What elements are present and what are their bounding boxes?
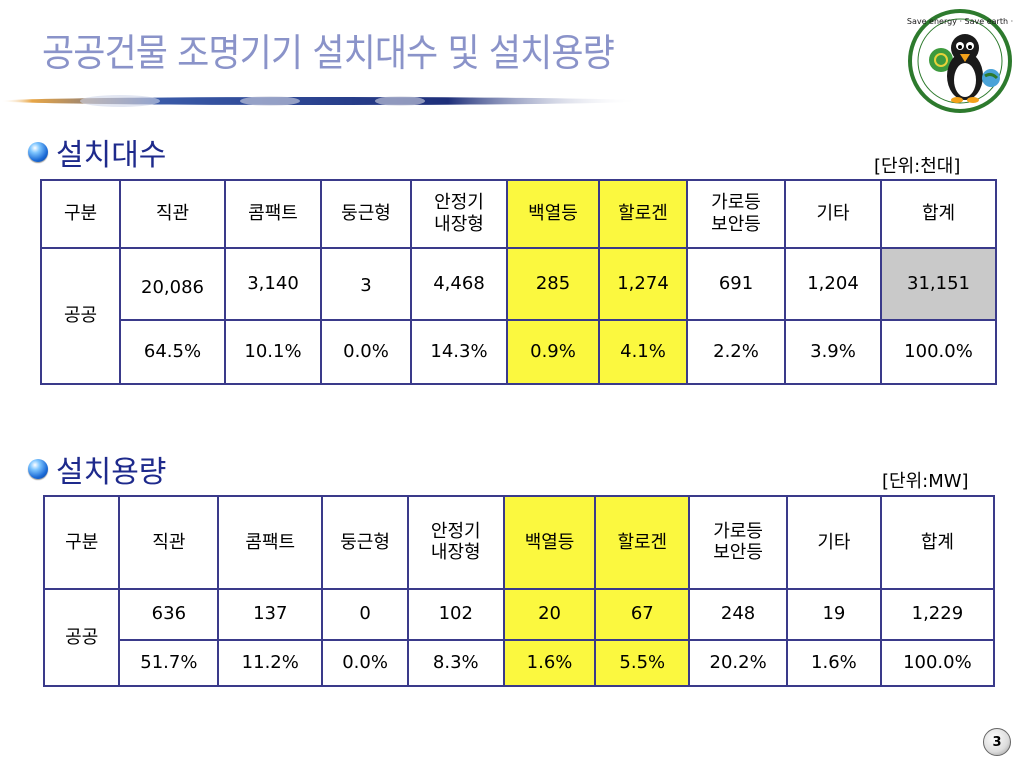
section-title: 설치대수 — [56, 138, 167, 173]
table-row-percents: 64.5% 10.1% 0.0% 14.3% 0.9% 4.1% 2.2% 3.… — [41, 319, 997, 385]
percent-cell: 3.9% — [784, 319, 882, 385]
table-row-counts: 공공 20,086 3,140 3 4,468 285 1,274 691 1,… — [40, 247, 997, 385]
value-cell: 1,204 — [784, 247, 882, 321]
installed-capacity-table: 구분 직관 콤팩트 둥근형 안정기 내장형 백열등 할로겐 가로등 보안등 기타… — [42, 495, 996, 688]
header-cell: 안정기 내장형 — [410, 179, 508, 249]
header-cell: 콤팩트 — [217, 495, 324, 590]
percent-cell: 20.2% — [688, 638, 789, 687]
header-cell: 구분 — [42, 495, 121, 590]
value-cell: 3 — [320, 247, 412, 321]
value-cell: 67 — [594, 587, 691, 641]
value-cell: 248 — [688, 587, 789, 641]
percent-cell: 100.0% — [879, 638, 996, 687]
page-number-badge: 3 — [983, 728, 1011, 756]
bullet-icon — [28, 459, 48, 479]
header-cell: 둥근형 — [321, 495, 409, 590]
percent-cell: 4.1% — [598, 319, 688, 385]
percent-cell: 0.0% — [321, 638, 409, 687]
percent-cell: 1.6% — [786, 638, 882, 687]
header-cell: 합계 — [879, 495, 996, 590]
installed-count-table: 구분 직관 콤팩트 둥근형 안정기 내장형 백열등 할로겐 가로등 보안등 기타… — [40, 179, 997, 385]
header-cell: 구분 — [40, 179, 121, 249]
value-cell: 636 — [118, 587, 220, 641]
save-energy-penguin-logo: Save energy · Save earth · — [907, 9, 1013, 113]
header-cell: 직관 — [118, 495, 220, 590]
total-value-cell: 31,151 — [880, 247, 997, 321]
header-cell-highlight: 백열등 — [502, 495, 597, 590]
header-cell: 기타 — [786, 495, 882, 590]
value-cell: 20,086 — [119, 247, 226, 321]
percent-cell: 2.2% — [686, 319, 786, 385]
table-header-row: 구분 직관 콤팩트 둥근형 안정기 내장형 백열등 할로겐 가로등 보안등 기타… — [40, 179, 997, 249]
header-cell: 합계 — [880, 179, 997, 249]
percent-cell: 0.9% — [506, 319, 600, 385]
unit-label: [단위:MW] — [882, 471, 969, 492]
percent-cell: 1.6% — [502, 638, 597, 687]
percent-cell: 5.5% — [594, 638, 691, 687]
section-heading-installed-count: 설치대수 — [28, 130, 166, 174]
header-cell-highlight: 할로겐 — [594, 495, 691, 590]
percent-cell: 11.2% — [217, 638, 324, 687]
header-cell: 둥근형 — [320, 179, 412, 249]
header-cell: 가로등 보안등 — [688, 495, 789, 590]
percent-cell: 8.3% — [406, 638, 505, 687]
value-cell: 20 — [502, 587, 597, 641]
section-heading-installed-capacity: 설치용량 — [28, 447, 166, 491]
value-cell: 0 — [321, 587, 409, 641]
percent-cell: 64.5% — [119, 319, 226, 385]
percent-cell: 14.3% — [410, 319, 508, 385]
header-cell-highlight: 백열등 — [506, 179, 600, 249]
table-header-row: 구분 직관 콤팩트 둥근형 안정기 내장형 백열등 할로겐 가로등 보안등 기타… — [42, 495, 996, 590]
row-label: 공공 — [42, 587, 121, 688]
percent-cell: 10.1% — [224, 319, 322, 385]
value-cell: 3,140 — [224, 247, 322, 321]
value-cell: 137 — [217, 587, 324, 641]
header-cell: 가로등 보안등 — [686, 179, 786, 249]
header-cell: 기타 — [784, 179, 882, 249]
table-row-percents: 51.7% 11.2% 0.0% 8.3% 1.6% 5.5% 20.2% 1.… — [44, 638, 996, 687]
bullet-icon — [28, 142, 48, 162]
value-cell: 285 — [506, 247, 600, 321]
percent-cell: 0.0% — [320, 319, 412, 385]
title-underline-decoration — [0, 95, 640, 107]
header-cell: 직관 — [119, 179, 226, 249]
unit-label: [단위:천대] — [874, 156, 961, 177]
value-cell: 1,274 — [598, 247, 688, 321]
header-cell: 안정기 내장형 — [406, 495, 505, 590]
total-value-cell: 1,229 — [879, 587, 996, 641]
value-cell: 691 — [686, 247, 786, 321]
header-cell-highlight: 할로겐 — [598, 179, 688, 249]
percent-cell: 51.7% — [118, 638, 220, 687]
logo-badge-text: Save energy · Save earth · — [907, 17, 1013, 26]
page-title: 공공건물 조명기기 설치대수 및 설치용량 — [42, 31, 615, 75]
section-title: 설치용량 — [56, 455, 167, 490]
value-cell: 4,468 — [410, 247, 508, 321]
table-row-counts: 공공 636 137 0 102 20 67 248 19 1,229 — [42, 587, 996, 688]
header-cell: 콤팩트 — [224, 179, 322, 249]
value-cell: 102 — [406, 587, 505, 641]
percent-cell: 100.0% — [880, 319, 997, 385]
row-label: 공공 — [40, 247, 121, 385]
value-cell: 19 — [786, 587, 882, 641]
